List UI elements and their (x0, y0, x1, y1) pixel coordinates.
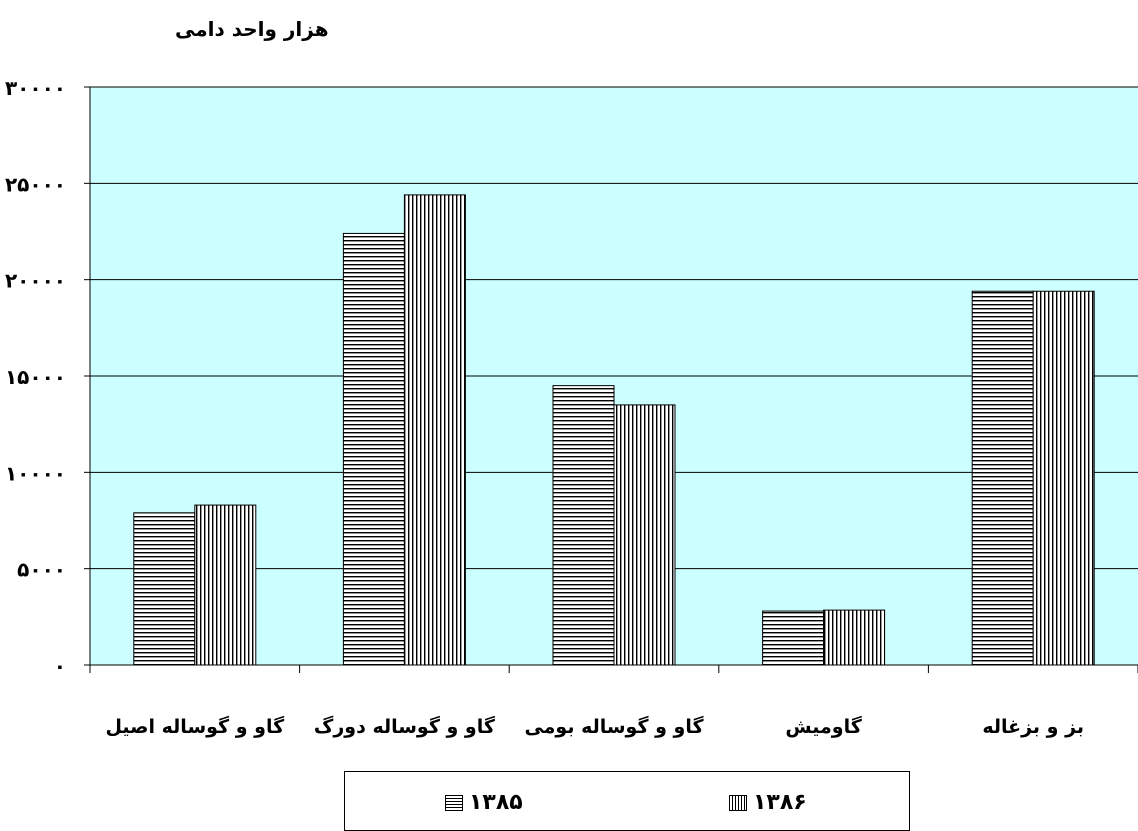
legend-swatch-vertical-icon (729, 794, 747, 811)
y-axis-title: هزار واحد دامی (175, 17, 329, 41)
x-category-label: گاو و گوساله اصیل (105, 715, 285, 738)
y-tick-label: ۱۰۰۰۰ (5, 461, 66, 485)
y-tick-label: ۵۰۰۰ (17, 558, 66, 582)
legend-item-1385: ۱۳۸۵ (445, 790, 523, 815)
bar-1386 (823, 609, 886, 666)
y-tick-label: ۰ (54, 654, 66, 678)
bar-1386 (1032, 290, 1095, 666)
legend: ۱۳۸۵ ۱۳۸۶ (344, 771, 910, 831)
x-category-label: گاومیش (785, 715, 862, 738)
y-tick-label: ۱۵۰۰۰ (5, 365, 66, 389)
bar-1386 (194, 504, 257, 666)
legend-label: ۱۳۸۶ (753, 790, 807, 815)
x-category-label: گاو و گوساله دورگ (314, 715, 496, 738)
y-tick-label: ۳۰۰۰۰ (5, 76, 66, 100)
x-category-label: بز و بزغاله (982, 716, 1084, 738)
y-tick-label: ۲۵۰۰۰ (5, 172, 66, 196)
bar-1385 (552, 385, 615, 666)
bar-1386 (403, 194, 466, 666)
bar-1385 (971, 290, 1034, 666)
legend-swatch-horizontal-icon (445, 794, 463, 811)
legend-item-1386: ۱۳۸۶ (729, 790, 807, 815)
bar-1385 (133, 512, 196, 666)
y-tick-label: ۲۰۰۰۰ (5, 269, 66, 293)
bar-1386 (613, 404, 676, 666)
x-category-label: گاو و گوساله بومی (524, 715, 704, 738)
legend-label: ۱۳۸۵ (469, 790, 523, 815)
bar-1385 (342, 232, 405, 666)
bar-1385 (762, 610, 825, 666)
